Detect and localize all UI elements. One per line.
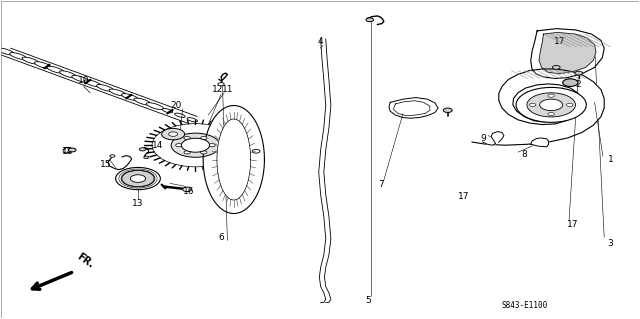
Circle shape <box>566 103 573 107</box>
Circle shape <box>140 148 146 151</box>
Circle shape <box>121 170 155 187</box>
Circle shape <box>169 132 177 136</box>
Text: 5: 5 <box>365 296 371 305</box>
Text: 17: 17 <box>458 191 469 201</box>
Text: 20: 20 <box>171 101 182 110</box>
Circle shape <box>200 137 207 140</box>
Text: 12: 12 <box>212 85 223 94</box>
Ellipse shape <box>47 66 64 73</box>
Circle shape <box>444 108 452 113</box>
Polygon shape <box>539 33 596 74</box>
Text: 15: 15 <box>100 160 112 169</box>
Ellipse shape <box>35 62 52 69</box>
Circle shape <box>184 137 190 140</box>
Ellipse shape <box>134 98 151 105</box>
Text: 16: 16 <box>183 187 195 196</box>
Circle shape <box>529 103 536 107</box>
Ellipse shape <box>72 75 89 82</box>
Circle shape <box>110 155 115 157</box>
Polygon shape <box>217 119 251 200</box>
Circle shape <box>209 144 215 147</box>
Ellipse shape <box>147 103 164 110</box>
Text: 19: 19 <box>234 131 246 140</box>
Text: 7: 7 <box>378 181 383 189</box>
Circle shape <box>181 138 209 152</box>
Circle shape <box>575 71 582 75</box>
Polygon shape <box>483 131 504 145</box>
Text: S843-E1100: S843-E1100 <box>501 301 547 310</box>
Text: 13: 13 <box>132 199 144 208</box>
Polygon shape <box>389 98 438 118</box>
Ellipse shape <box>162 108 173 113</box>
Circle shape <box>563 79 578 86</box>
Text: 17: 17 <box>566 220 578 229</box>
Circle shape <box>131 175 146 182</box>
Text: 6: 6 <box>218 233 224 242</box>
Ellipse shape <box>84 80 101 87</box>
Circle shape <box>175 144 182 147</box>
Polygon shape <box>531 29 604 78</box>
Text: 10: 10 <box>78 76 90 85</box>
Circle shape <box>552 65 560 69</box>
Circle shape <box>172 133 220 157</box>
Ellipse shape <box>0 48 14 55</box>
Text: 9: 9 <box>480 134 486 143</box>
Circle shape <box>182 187 191 192</box>
Circle shape <box>252 149 260 153</box>
Text: 1: 1 <box>608 155 614 164</box>
Circle shape <box>548 113 554 116</box>
Circle shape <box>548 94 554 97</box>
Ellipse shape <box>175 113 185 117</box>
Text: 3: 3 <box>608 239 614 248</box>
Ellipse shape <box>60 71 77 78</box>
Ellipse shape <box>97 85 114 91</box>
Ellipse shape <box>10 53 27 60</box>
Ellipse shape <box>22 57 39 64</box>
Polygon shape <box>203 106 264 213</box>
Text: 2: 2 <box>576 80 582 89</box>
Circle shape <box>116 167 161 190</box>
Circle shape <box>540 99 563 111</box>
Ellipse shape <box>109 89 126 96</box>
Text: FR.: FR. <box>76 251 96 270</box>
Ellipse shape <box>122 93 139 100</box>
Polygon shape <box>472 69 604 145</box>
Text: 17: 17 <box>554 38 565 47</box>
Text: 18: 18 <box>62 147 74 156</box>
Text: 14: 14 <box>152 141 163 150</box>
Circle shape <box>366 18 374 22</box>
Text: 8: 8 <box>522 150 527 159</box>
Circle shape <box>184 151 190 154</box>
Circle shape <box>162 128 184 140</box>
Polygon shape <box>531 138 548 147</box>
Circle shape <box>527 93 575 117</box>
Text: 4: 4 <box>317 38 323 47</box>
Circle shape <box>516 87 586 122</box>
Text: 11: 11 <box>221 85 233 94</box>
Circle shape <box>144 156 149 159</box>
Ellipse shape <box>187 118 198 122</box>
Polygon shape <box>122 170 156 181</box>
Circle shape <box>200 151 207 154</box>
Circle shape <box>218 83 224 86</box>
Circle shape <box>68 148 76 152</box>
Circle shape <box>152 123 239 167</box>
